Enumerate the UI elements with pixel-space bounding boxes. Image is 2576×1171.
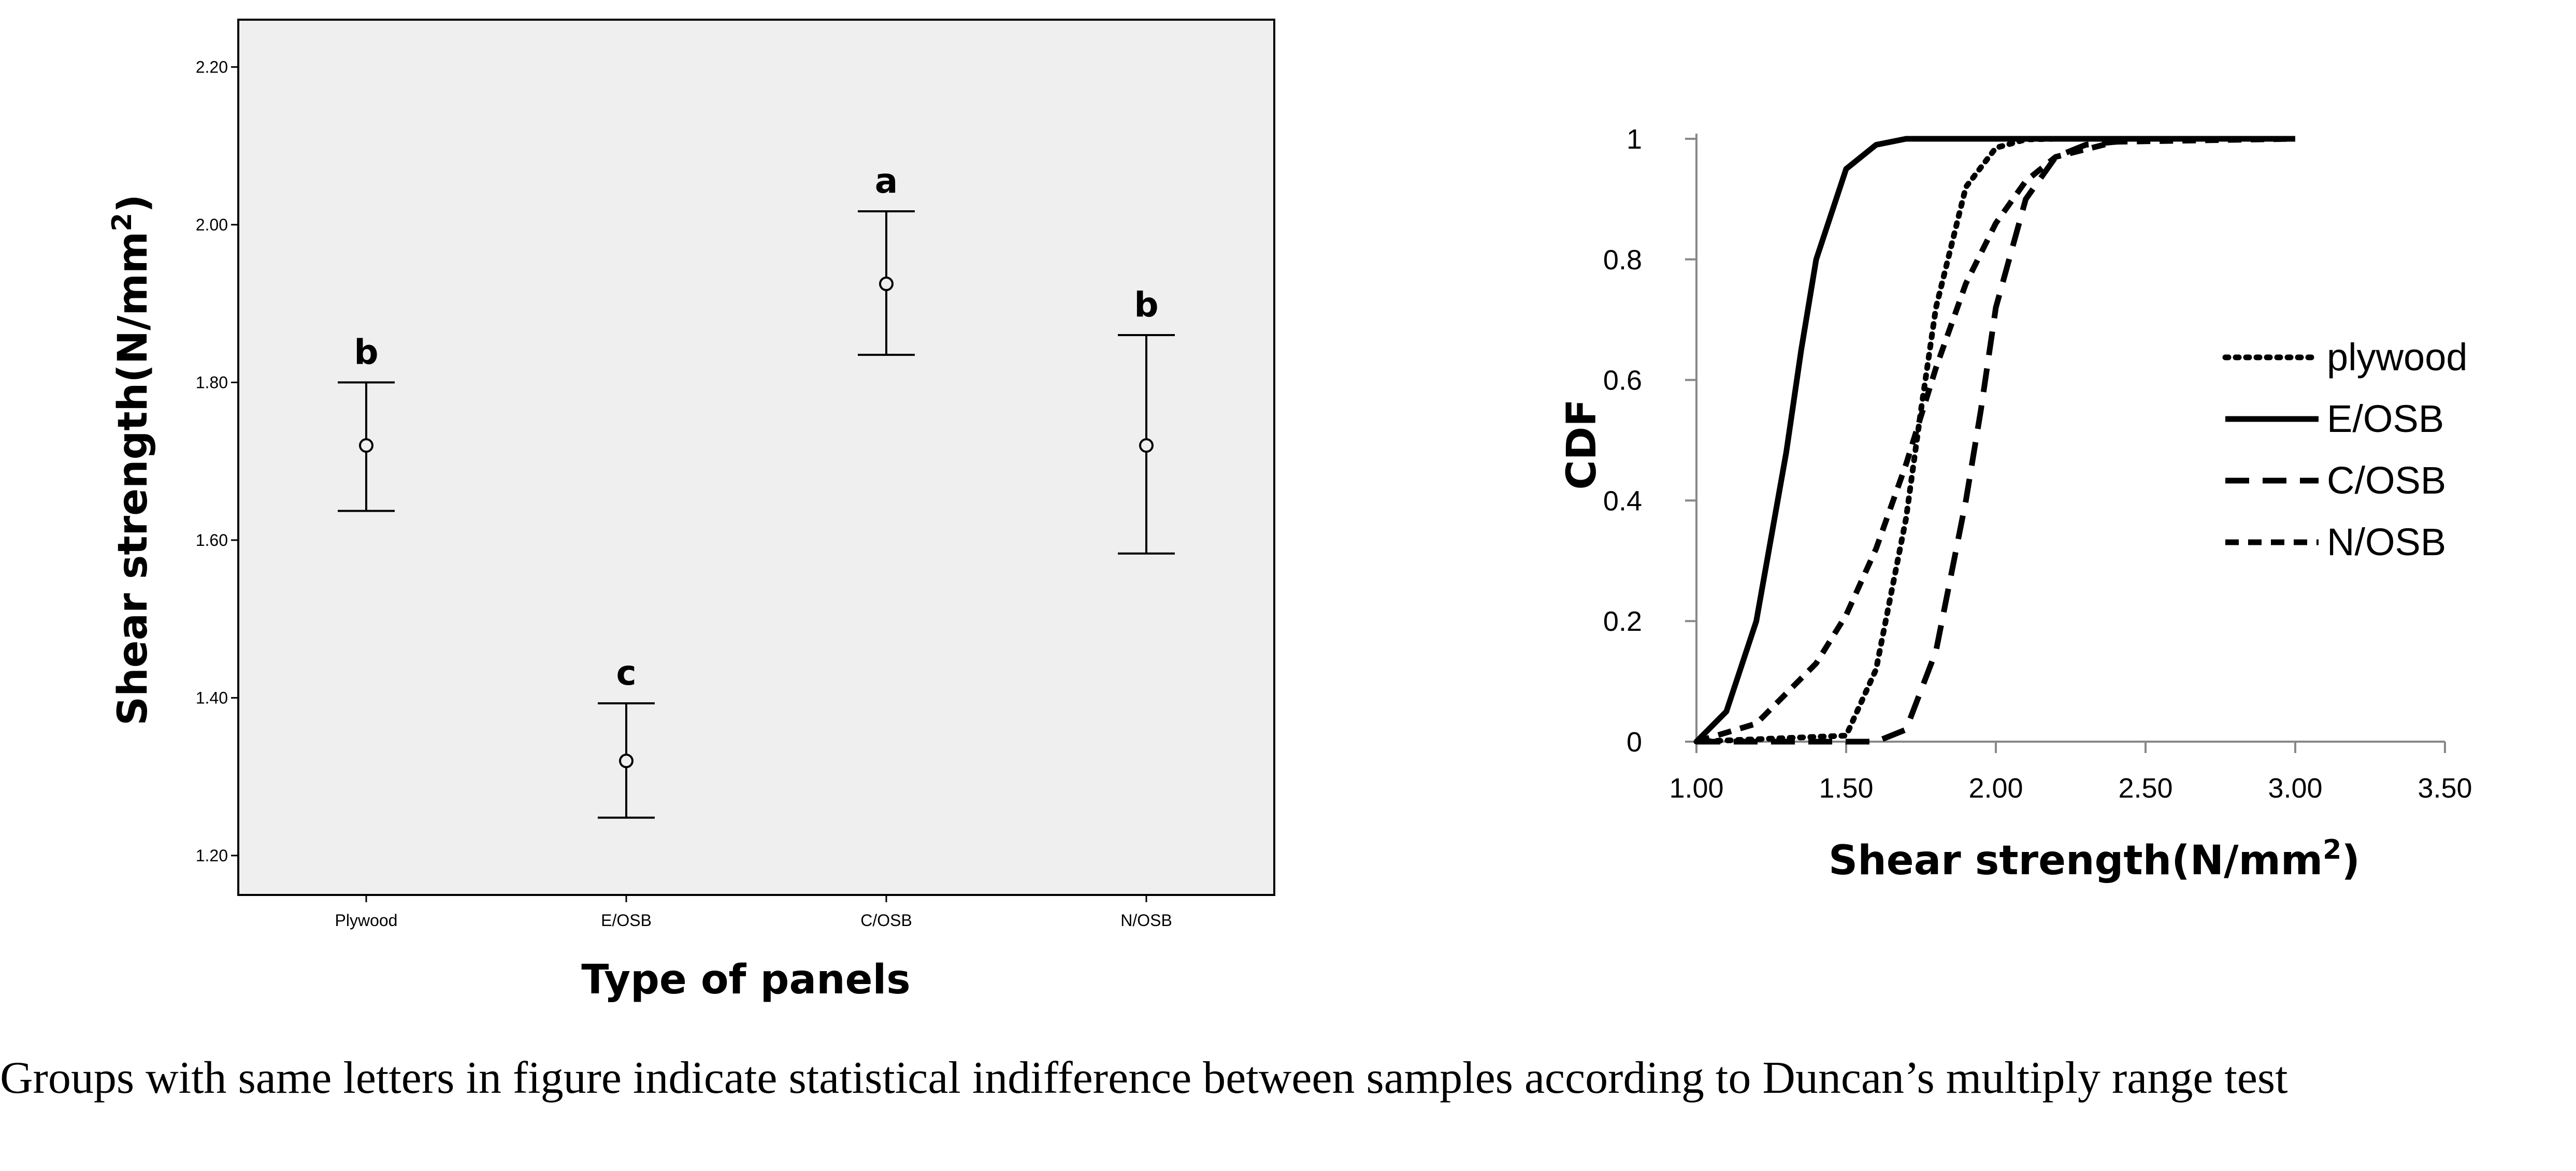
y-tick-label: 1.20: [196, 846, 228, 865]
y-tick-label: 1: [1627, 124, 1642, 155]
legend: plywood E/OSB C/OSB N/OSB: [2222, 336, 2468, 563]
x-tick-label: 2.00: [1968, 773, 2023, 804]
x-axis-title: Shear strength(N/mm2): [1829, 834, 2360, 884]
y-tick-label: 2.20: [196, 57, 228, 76]
y-tick-label: 2.00: [196, 215, 228, 234]
y-tick-label: 1.80: [196, 373, 228, 392]
legend-label: E/OSB: [2327, 397, 2444, 440]
plot-area: [237, 19, 1275, 896]
x-tick-label: 3.50: [2417, 773, 2472, 804]
x-axis-ticks: 1.00 1.50 2.00 2.50 3.00 3.50: [1669, 742, 2472, 804]
series-line: [1696, 136, 2295, 745]
legend-label: plywood: [2327, 336, 2468, 379]
cdf-line-chart: 00.20.40.60.81 1.00 1.50 2.00 2.50 3.00 3.50 …: [1559, 124, 2472, 884]
group-letter: b: [1134, 285, 1158, 325]
y-axis-title: Shear strength(N/mm2): [107, 194, 156, 726]
series-line: [1693, 136, 2298, 745]
x-tick-label: Plywood: [335, 911, 398, 930]
y-axis-ticks: 1.20 1.40 1.60 1.80 2.00 2.20: [196, 57, 238, 865]
y-tick-label: 0: [1627, 727, 1642, 758]
error-bars: b c a b: [338, 161, 1175, 819]
y-tick-label: 0.4: [1603, 485, 1642, 516]
series-line: [1694, 136, 2295, 744]
y-tick-label: 1.60: [196, 531, 228, 550]
series-line: [1695, 136, 2296, 745]
x-tick-label: 1.00: [1669, 773, 1723, 804]
legend-label: C/OSB: [2327, 459, 2446, 502]
error-bar-chart: 1.20 1.40 1.60 1.80 2.00 2.20 Plywood E/OSB C/O…: [107, 19, 1275, 1003]
y-tick-label: 0.8: [1603, 244, 1642, 276]
x-axis-ticks: Plywood E/OSB C/OSB N/OSB: [335, 895, 1172, 930]
y-tick-label: 1.40: [196, 688, 228, 707]
mean-marker: [619, 754, 634, 769]
y-tick-label: 0.2: [1603, 606, 1642, 637]
x-tick-label: 3.00: [2268, 773, 2322, 804]
group-letter: c: [616, 653, 636, 693]
y-axis-title: CDF: [1559, 399, 1605, 489]
y-axis-ticks: 0 0.2 0.4 0.6 0.8 1: [1603, 124, 1696, 758]
x-tick-label: N/OSB: [1120, 911, 1172, 930]
x-tick-label: 1.50: [1819, 773, 1873, 804]
x-tick-label: C/OSB: [860, 911, 912, 930]
group-letter: a: [875, 161, 898, 201]
legend-label: N/OSB: [2327, 521, 2446, 563]
mean-marker: [879, 277, 894, 292]
x-tick-label: 2.50: [2118, 773, 2172, 804]
y-tick-label: 0.6: [1603, 365, 1642, 396]
figure-caption: Groups with same letters in figure indic…: [0, 1053, 2288, 1103]
group-letter: b: [354, 332, 378, 372]
x-tick-label: E/OSB: [601, 911, 652, 930]
mean-marker: [359, 438, 373, 453]
mean-marker: [1139, 438, 1154, 453]
x-axis-title: Type of panels: [581, 957, 910, 1003]
series-lines: [1693, 136, 2298, 745]
